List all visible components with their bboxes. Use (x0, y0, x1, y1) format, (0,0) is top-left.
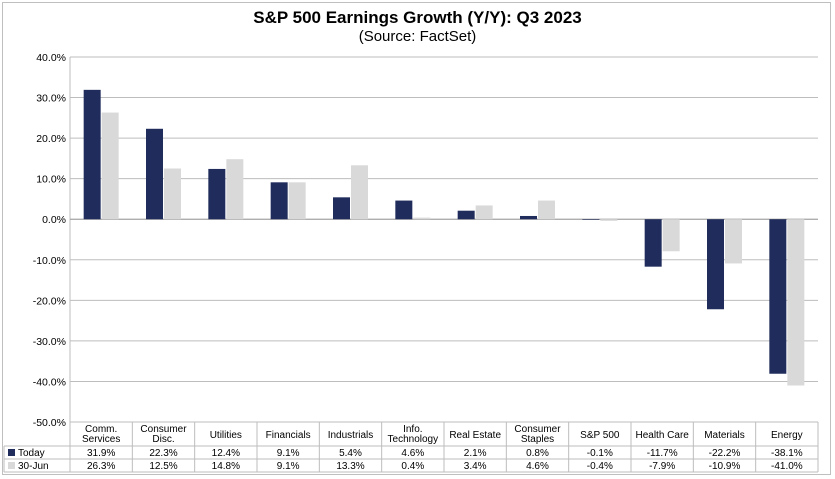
data-value-label: 12.4% (212, 448, 240, 459)
y-tick-label: 20.0% (36, 133, 66, 145)
bar-today (582, 219, 600, 220)
bar-today (644, 219, 662, 267)
data-value-label: -22.2% (709, 448, 741, 459)
y-tick-labels: 40.0% 30.0% 20.0% 10.0% 0.0% -10.0% -20.0% -30.… (33, 52, 66, 429)
data-value-label: 3.4% (464, 461, 487, 472)
bar-30-jun (226, 159, 244, 220)
data-value-label: 0.4% (401, 461, 424, 472)
bar-30-jun (538, 200, 555, 220)
data-value-label: 9.1% (277, 461, 300, 472)
category-label: Industrials (328, 430, 374, 441)
bar-30-jun (475, 205, 493, 220)
bar-today (520, 215, 537, 220)
bar-30-jun (288, 182, 306, 220)
y-tick-label: -10.0% (33, 255, 66, 267)
data-value-label: 9.1% (277, 448, 300, 459)
bar-30-jun (164, 168, 181, 220)
data-value-label: -0.1% (587, 448, 613, 459)
data-value-label: 2.1% (464, 448, 487, 459)
category-label: Consumer (140, 424, 187, 435)
bar-30-jun (662, 219, 680, 252)
data-value-label: 12.5% (149, 461, 177, 472)
data-value-label: 4.6% (401, 448, 424, 459)
bar-today (270, 182, 288, 220)
data-value-label: -11.7% (647, 448, 678, 459)
bar-30-jun (787, 219, 805, 386)
bars (83, 89, 805, 386)
data-value-label: 31.9% (87, 448, 115, 459)
data-value-label: -10.9% (709, 461, 741, 472)
legend-key-30-jun (8, 462, 15, 469)
bar-today (395, 200, 413, 220)
bar-30-jun (600, 219, 618, 221)
data-value-label: 22.3% (149, 448, 177, 459)
bar-today (333, 197, 350, 220)
data-value-label: -7.9% (649, 461, 675, 472)
y-tick-label: 40.0% (36, 52, 66, 64)
bar-today (707, 219, 724, 310)
bar-30-jun (101, 112, 119, 220)
bar-30-jun (725, 219, 742, 264)
y-tick-label: -50.0% (33, 417, 66, 429)
category-label: Consumer (514, 424, 561, 435)
data-value-label: 26.3% (87, 461, 115, 472)
bar-today (457, 210, 475, 220)
gridlines (69, 56, 818, 423)
category-label: S&P 500 (580, 430, 620, 441)
bar-today (208, 168, 226, 220)
bar-today (83, 89, 101, 220)
data-value-label: 0.8% (526, 448, 549, 459)
category-label: Info. (403, 424, 422, 435)
category-label: Staples (521, 434, 554, 445)
category-label: Real Estate (449, 430, 501, 441)
y-tick-label: -40.0% (33, 376, 66, 388)
data-value-label: -41.0% (771, 461, 803, 472)
data-value-label: -38.1% (771, 448, 803, 459)
legend-key-today (8, 449, 15, 456)
bar-30-jun (413, 217, 431, 220)
category-label: Utilities (210, 430, 242, 441)
bar-30-jun (351, 165, 368, 220)
category-label: Energy (771, 430, 803, 441)
category-label: Services (82, 434, 120, 445)
y-tick-label: 0.0% (42, 214, 66, 226)
category-label: Comm. (85, 424, 117, 435)
category-label: Technology (388, 434, 439, 445)
chart-subtitle: (Source: FactSet) (358, 28, 477, 45)
data-value-label: 14.8% (212, 461, 240, 472)
category-label: Financials (266, 430, 311, 441)
y-tick-label: 30.0% (36, 93, 66, 105)
y-tick-label: -30.0% (33, 336, 66, 348)
legend-label-30-jun: 30-Jun (18, 461, 49, 472)
chart-title: S&P 500 Earnings Growth (Y/Y): Q3 2023 (253, 8, 582, 27)
category-label: Disc. (152, 434, 174, 445)
bar-today (146, 128, 163, 220)
data-value-label: 5.4% (339, 448, 362, 459)
category-label: Materials (704, 430, 745, 441)
data-value-label: 13.3% (336, 461, 364, 472)
legend-label-today: Today (18, 448, 45, 459)
y-tick-label: 10.0% (36, 174, 66, 186)
bar-today (769, 219, 787, 374)
y-tick-label: -20.0% (33, 295, 66, 307)
category-label: Health Care (635, 430, 689, 441)
data-value-label: -0.4% (587, 461, 613, 472)
data-value-label: 4.6% (526, 461, 549, 472)
